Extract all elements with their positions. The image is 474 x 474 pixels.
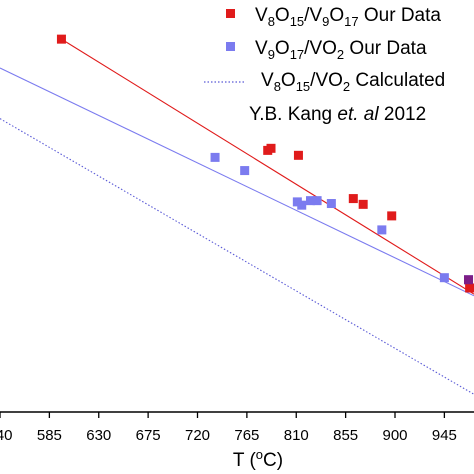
- series-1-point: [240, 166, 250, 176]
- legend-marker-red: [226, 9, 235, 18]
- x-tick-label: 810: [284, 427, 309, 444]
- x-ticks: 540585630675720765810855900945990: [0, 412, 457, 444]
- series-1-point: [439, 273, 449, 283]
- data-series: [0, 34, 474, 395]
- series-1-point: [312, 196, 322, 206]
- x-tick-label: 720: [185, 427, 210, 444]
- x-tick-label: 630: [86, 427, 111, 444]
- series-0-point: [387, 211, 397, 221]
- legend-label-red: V8O15/V9O17 Our Data: [255, 5, 441, 29]
- x-axis-title: T (oC): [233, 447, 283, 471]
- series-0-point: [348, 194, 358, 204]
- series-1-point: [210, 152, 220, 162]
- series-0-point: [56, 34, 66, 44]
- x-tick-label: 675: [136, 427, 161, 444]
- x-tick-label: 900: [382, 427, 407, 444]
- overlap-point: [464, 275, 474, 285]
- x-tick-label: 585: [37, 427, 62, 444]
- series-0-point: [358, 199, 368, 209]
- legend-entry-dotted: V8O15/VO2 Calculated Y.B. Kang et. al 20…: [204, 70, 445, 125]
- series-1-line: [0, 67, 474, 297]
- legend-entry-blue: V9O17/VO2 Our Data: [226, 38, 427, 62]
- series-0-point: [465, 283, 474, 293]
- series-1-point: [306, 196, 316, 206]
- legend-label-blue: V9O17/VO2 Our Data: [255, 38, 427, 62]
- series-1-point: [297, 200, 307, 210]
- series-2-line: [0, 118, 474, 395]
- legend-label-dotted: V8O15/VO2 Calculated: [261, 70, 445, 94]
- series-0-line: [61, 38, 474, 295]
- legend-marker-blue: [226, 42, 235, 51]
- x-tick-label: 540: [0, 427, 13, 444]
- series-0-point: [266, 143, 276, 153]
- x-tick-label: 765: [234, 427, 259, 444]
- x-tick-label: 855: [333, 427, 358, 444]
- series-1-point: [377, 225, 387, 235]
- x-tick-label: 945: [432, 427, 457, 444]
- legend-entry-red: V8O15/V9O17 Our Data: [226, 5, 441, 29]
- series-1-point: [326, 199, 336, 209]
- legend: V8O15/V9O17 Our Data V9O17/VO2 Our Data …: [204, 5, 445, 125]
- legend-label-dotted-line2: Y.B. Kang et. al 2012: [249, 104, 426, 125]
- series-0-point: [293, 150, 303, 160]
